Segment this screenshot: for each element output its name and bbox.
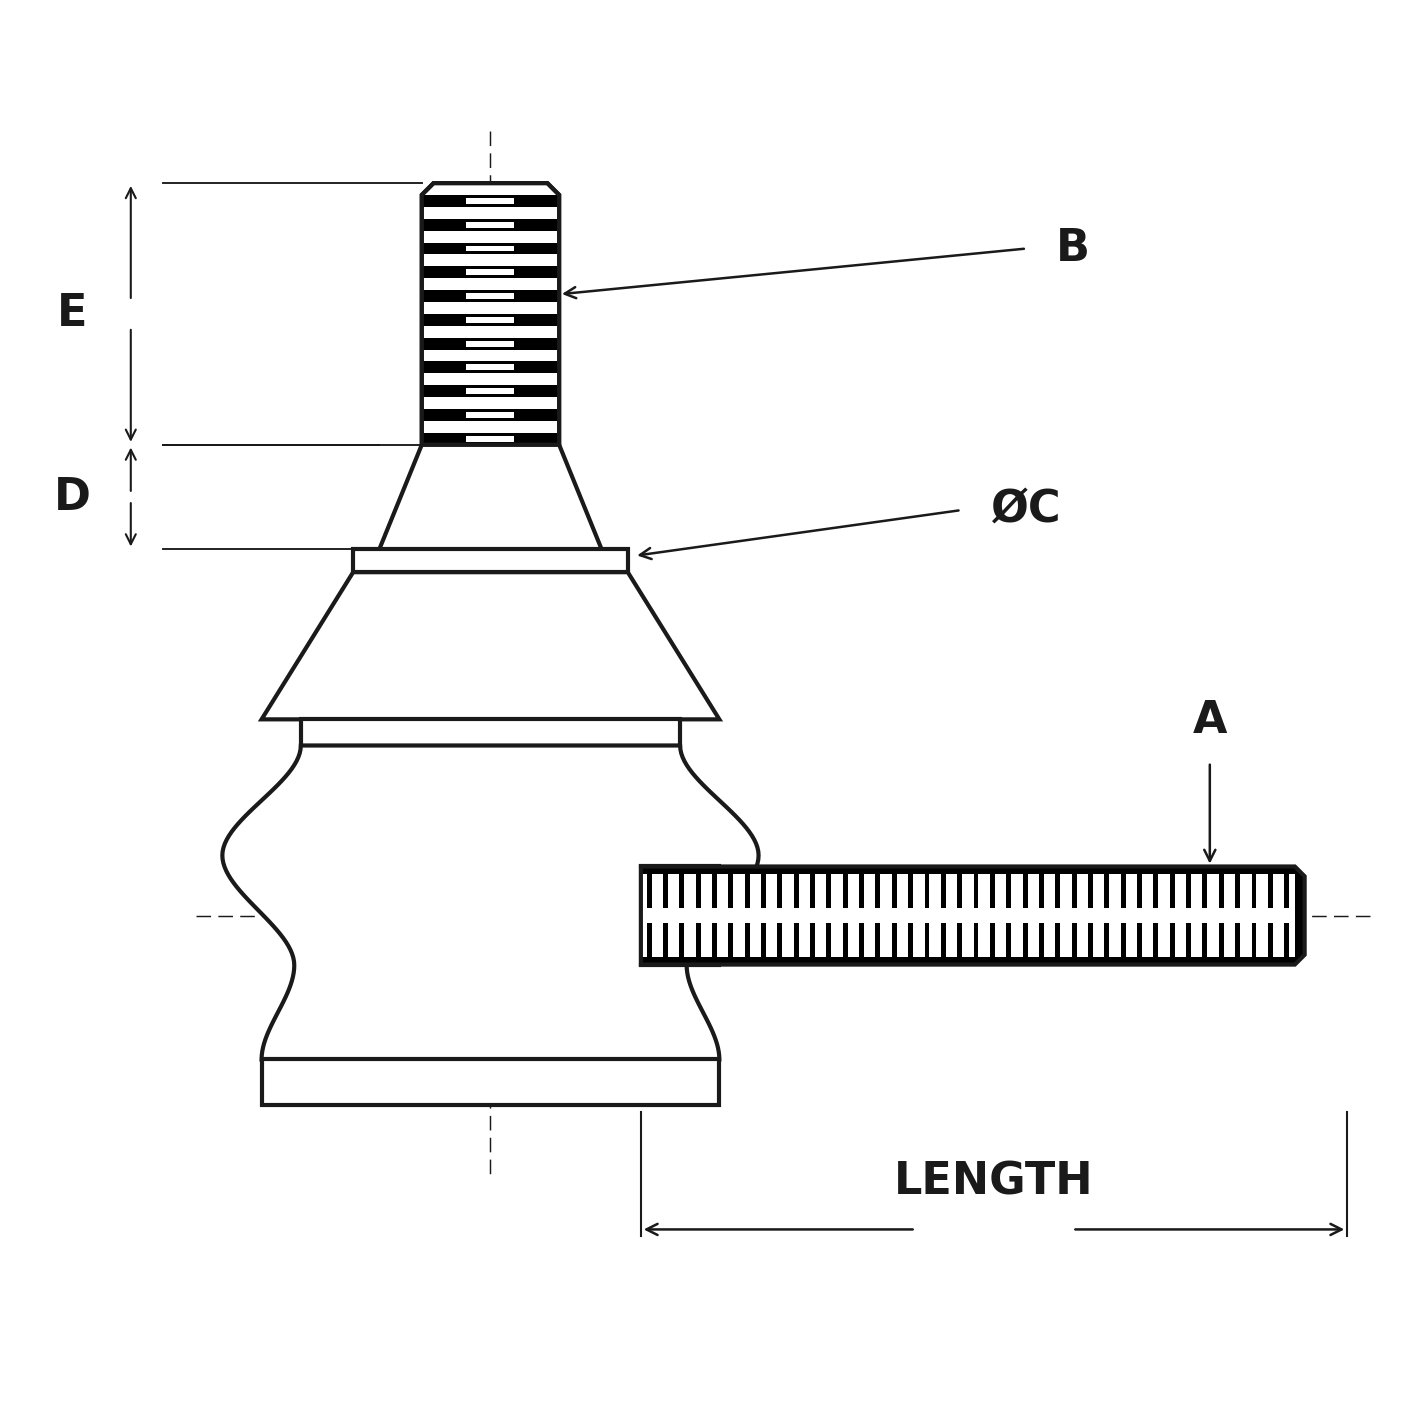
Polygon shape [262,1059,720,1105]
Polygon shape [880,875,891,957]
Polygon shape [815,875,827,957]
Polygon shape [422,243,560,254]
Polygon shape [1240,875,1251,957]
Polygon shape [301,720,681,745]
Polygon shape [467,364,515,370]
Polygon shape [749,875,761,957]
Polygon shape [912,875,925,957]
Polygon shape [962,875,973,957]
Text: A: A [1192,699,1227,742]
Polygon shape [422,266,560,278]
Polygon shape [1257,875,1268,957]
Polygon shape [831,875,842,957]
Polygon shape [422,314,560,326]
Polygon shape [1159,875,1170,957]
Polygon shape [782,875,794,957]
Polygon shape [700,875,711,957]
Polygon shape [995,875,1007,957]
Polygon shape [1191,875,1202,957]
Text: B: B [1056,226,1090,270]
Polygon shape [946,875,957,957]
Polygon shape [422,385,560,396]
Polygon shape [422,433,560,444]
Polygon shape [467,270,515,276]
Polygon shape [222,745,759,1059]
Polygon shape [651,875,664,957]
Polygon shape [1142,875,1153,957]
Polygon shape [734,875,745,957]
Polygon shape [1077,875,1088,957]
Polygon shape [897,875,908,957]
Polygon shape [1043,875,1056,957]
Polygon shape [1208,875,1219,957]
Polygon shape [467,316,515,323]
Polygon shape [422,361,560,374]
Polygon shape [467,340,515,347]
Polygon shape [685,875,696,957]
Polygon shape [422,290,560,302]
Polygon shape [1060,875,1071,957]
Polygon shape [422,195,560,207]
Polygon shape [848,875,859,957]
Polygon shape [641,866,1305,965]
Polygon shape [979,875,990,957]
Polygon shape [467,436,515,441]
Polygon shape [799,875,810,957]
Polygon shape [467,412,515,418]
Polygon shape [865,875,876,957]
Polygon shape [262,572,720,720]
Polygon shape [422,409,560,420]
Polygon shape [641,875,647,957]
Polygon shape [641,908,1295,922]
Polygon shape [929,875,941,957]
Polygon shape [1011,875,1022,957]
Polygon shape [380,444,602,550]
Polygon shape [668,875,679,957]
Polygon shape [1272,875,1284,957]
Polygon shape [467,292,515,299]
Polygon shape [422,183,560,444]
Polygon shape [467,222,515,228]
Polygon shape [1174,875,1187,957]
Polygon shape [766,875,778,957]
Polygon shape [1109,875,1121,957]
Polygon shape [1223,875,1234,957]
Polygon shape [1289,875,1295,957]
Polygon shape [1028,875,1039,957]
Polygon shape [422,219,560,231]
Text: E: E [56,292,87,336]
Polygon shape [717,875,728,957]
Polygon shape [1126,875,1137,957]
Polygon shape [467,388,515,394]
Text: LENGTH: LENGTH [894,1160,1094,1204]
Polygon shape [353,550,628,572]
Polygon shape [467,246,515,252]
Polygon shape [467,198,515,204]
Text: D: D [53,475,90,519]
Polygon shape [422,337,560,350]
Text: ØC: ØC [991,488,1062,531]
Polygon shape [1092,875,1104,957]
